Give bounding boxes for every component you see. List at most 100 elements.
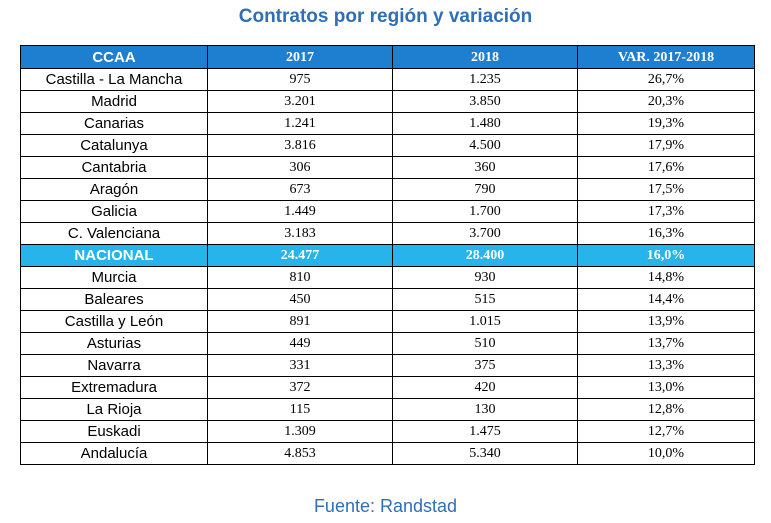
cell-region: Madrid — [20, 90, 208, 113]
cell-variation: 14,4% — [577, 288, 755, 311]
cell-2017: 3.816 — [207, 134, 393, 157]
cell-variation: 16,0% — [577, 244, 755, 267]
table-row: Castilla - La Mancha 975 1.235 26,7% — [20, 68, 755, 91]
cell-variation: 13,7% — [577, 332, 755, 355]
cell-2018: 1.235 — [392, 68, 578, 91]
cell-2017: 1.241 — [207, 112, 393, 135]
cell-variation: 10,0% — [577, 442, 755, 465]
cell-2017: 673 — [207, 178, 393, 201]
cell-2018: 1.475 — [392, 420, 578, 443]
table-row: Canarias 1.241 1.480 19,3% — [20, 112, 755, 135]
cell-2017: 115 — [207, 398, 393, 421]
cell-region: C. Valenciana — [20, 222, 208, 245]
header-row: CCAA 2017 2018 VAR. 2017-2018 — [20, 45, 755, 69]
cell-variation: 17,9% — [577, 134, 755, 157]
cell-2018: 1.015 — [392, 310, 578, 333]
cell-region: Aragón — [20, 178, 208, 201]
table-row: Euskadi 1.309 1.475 12,7% — [20, 420, 755, 443]
source-note: Fuente: Randstad — [313, 496, 458, 516]
cell-region: Canarias — [20, 112, 208, 135]
table-row: Galicia 1.449 1.700 17,3% — [20, 200, 755, 223]
table-title: Contratos por región y variación — [238, 6, 533, 27]
cell-variation: 12,7% — [577, 420, 755, 443]
cell-2018: 3.850 — [392, 90, 578, 113]
cell-2018: 5.340 — [392, 442, 578, 465]
cell-variation: 13,0% — [577, 376, 755, 399]
cell-2018: 3.700 — [392, 222, 578, 245]
table-row: Cantabria 306 360 17,6% — [20, 156, 755, 179]
cell-region: Cantabria — [20, 156, 208, 179]
cell-region: Andalucía — [20, 442, 208, 465]
table-row: C. Valenciana 3.183 3.700 16,3% — [20, 222, 755, 245]
cell-2017: 975 — [207, 68, 393, 91]
table-body: Castilla - La Mancha 975 1.235 26,7% Madrid 3… — [20, 68, 755, 465]
cell-variation: 16,3% — [577, 222, 755, 245]
cell-variation: 13,3% — [577, 354, 755, 377]
cell-2018: 130 — [392, 398, 578, 421]
cell-region: NACIONAL — [20, 244, 208, 267]
table-row-total: NACIONAL 24.477 28.400 16,0% — [20, 244, 755, 267]
cell-2018: 1.480 — [392, 112, 578, 135]
cell-2017: 891 — [207, 310, 393, 333]
cell-2018: 1.700 — [392, 200, 578, 223]
cell-variation: 14,8% — [577, 266, 755, 289]
table-row: Andalucía 4.853 5.340 10,0% — [20, 442, 755, 465]
cell-region: Galicia — [20, 200, 208, 223]
header-variation: VAR. 2017-2018 — [577, 45, 755, 69]
table-row: Navarra 331 375 13,3% — [20, 354, 755, 377]
cell-variation: 17,6% — [577, 156, 755, 179]
cell-2018: 420 — [392, 376, 578, 399]
table-row: Madrid 3.201 3.850 20,3% — [20, 90, 755, 113]
cell-variation: 17,3% — [577, 200, 755, 223]
table-row: Murcia 810 930 14,8% — [20, 266, 755, 289]
table-header: CCAA 2017 2018 VAR. 2017-2018 — [20, 45, 755, 69]
table-row: Baleares 450 515 14,4% — [20, 288, 755, 311]
cell-2017: 449 — [207, 332, 393, 355]
cell-region: Euskadi — [20, 420, 208, 443]
cell-region: Murcia — [20, 266, 208, 289]
cell-2017: 3.183 — [207, 222, 393, 245]
cell-variation: 20,3% — [577, 90, 755, 113]
table-row: Catalunya 3.816 4.500 17,9% — [20, 134, 755, 157]
cell-region: Navarra — [20, 354, 208, 377]
cell-variation: 13,9% — [577, 310, 755, 333]
cell-region: Asturias — [20, 332, 208, 355]
cell-2018: 4.500 — [392, 134, 578, 157]
table-row: Extremadura 372 420 13,0% — [20, 376, 755, 399]
cell-2018: 375 — [392, 354, 578, 377]
cell-region: Extremadura — [20, 376, 208, 399]
contracts-table: CCAA 2017 2018 VAR. 2017-2018 Castilla -… — [20, 45, 755, 465]
cell-variation: 26,7% — [577, 68, 755, 91]
cell-2018: 515 — [392, 288, 578, 311]
header-2018: 2018 — [392, 45, 578, 69]
cell-variation: 12,8% — [577, 398, 755, 421]
cell-variation: 17,5% — [577, 178, 755, 201]
table-row: Aragón 673 790 17,5% — [20, 178, 755, 201]
cell-region: Baleares — [20, 288, 208, 311]
cell-2017: 450 — [207, 288, 393, 311]
cell-region: Castilla y León — [20, 310, 208, 333]
cell-2017: 306 — [207, 156, 393, 179]
cell-2018: 510 — [392, 332, 578, 355]
table-row: Asturias 449 510 13,7% — [20, 332, 755, 355]
header-ccaa: CCAA — [20, 45, 208, 69]
cell-2017: 24.477 — [207, 244, 393, 267]
cell-2017: 1.309 — [207, 420, 393, 443]
cell-2017: 372 — [207, 376, 393, 399]
cell-2018: 28.400 — [392, 244, 578, 267]
cell-2017: 3.201 — [207, 90, 393, 113]
table-row: La Rioja 115 130 12,8% — [20, 398, 755, 421]
cell-region: Catalunya — [20, 134, 208, 157]
cell-2018: 360 — [392, 156, 578, 179]
header-2017: 2017 — [207, 45, 393, 69]
cell-2017: 810 — [207, 266, 393, 289]
cell-region: La Rioja — [20, 398, 208, 421]
cell-region: Castilla - La Mancha — [20, 68, 208, 91]
cell-2017: 4.853 — [207, 442, 393, 465]
cell-2017: 331 — [207, 354, 393, 377]
cell-variation: 19,3% — [577, 112, 755, 135]
cell-2017: 1.449 — [207, 200, 393, 223]
cell-2018: 930 — [392, 266, 578, 289]
table-row: Castilla y León 891 1.015 13,9% — [20, 310, 755, 333]
cell-2018: 790 — [392, 178, 578, 201]
